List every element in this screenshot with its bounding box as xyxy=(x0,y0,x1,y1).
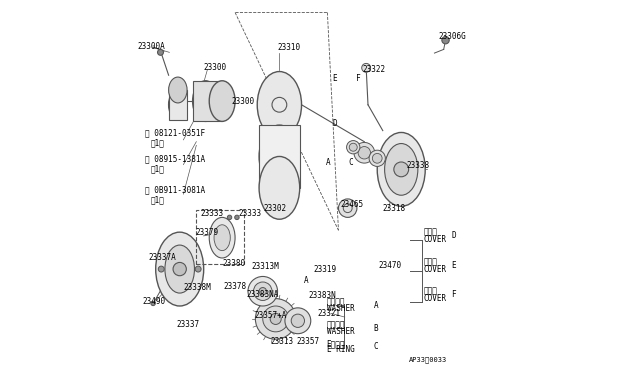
Text: ワッシャ: ワッシャ xyxy=(326,321,345,330)
Text: 23310: 23310 xyxy=(278,43,301,52)
Circle shape xyxy=(263,306,289,332)
Text: 23379: 23379 xyxy=(195,228,218,237)
Text: C: C xyxy=(374,342,378,351)
Ellipse shape xyxy=(165,245,195,293)
Text: 23302: 23302 xyxy=(264,203,287,213)
Text: 23319: 23319 xyxy=(314,265,337,274)
Text: 23338M: 23338M xyxy=(184,283,211,292)
Bar xyxy=(193,81,222,121)
Text: AP33を0033: AP33を0033 xyxy=(409,356,447,363)
Circle shape xyxy=(362,63,371,72)
Text: 23357+A: 23357+A xyxy=(254,311,286,320)
Text: Ⓑ 08121-0351F: Ⓑ 08121-0351F xyxy=(145,128,205,137)
Bar xyxy=(196,210,244,263)
Text: WASHER: WASHER xyxy=(326,304,355,313)
Ellipse shape xyxy=(377,132,425,206)
Text: D: D xyxy=(333,119,337,128)
Text: E    F: E F xyxy=(333,74,361,83)
Ellipse shape xyxy=(193,81,218,121)
Text: E RING: E RING xyxy=(326,346,355,355)
Text: Ⓝ 0B911-3081A: Ⓝ 0B911-3081A xyxy=(145,185,205,194)
Circle shape xyxy=(235,215,239,219)
Text: E: E xyxy=(451,261,456,270)
Text: （1）: （1） xyxy=(150,164,164,173)
Text: 23321: 23321 xyxy=(317,309,340,318)
Ellipse shape xyxy=(259,125,300,188)
Circle shape xyxy=(339,199,357,217)
Text: A: A xyxy=(303,276,308,285)
Circle shape xyxy=(255,299,296,339)
Text: 23338: 23338 xyxy=(407,161,430,170)
Circle shape xyxy=(253,282,272,301)
Circle shape xyxy=(151,301,156,306)
Circle shape xyxy=(259,288,266,295)
Ellipse shape xyxy=(214,225,230,251)
Text: 23357: 23357 xyxy=(296,337,319,346)
Circle shape xyxy=(173,262,186,276)
Bar xyxy=(259,125,300,188)
Circle shape xyxy=(442,36,449,44)
Circle shape xyxy=(195,266,201,272)
Text: 23465: 23465 xyxy=(340,200,364,209)
Circle shape xyxy=(285,308,311,334)
Text: 23322: 23322 xyxy=(362,65,385,74)
Text: 23383N: 23383N xyxy=(308,291,336,300)
Ellipse shape xyxy=(168,90,187,119)
Bar xyxy=(168,90,187,119)
Circle shape xyxy=(358,147,371,159)
Text: （1）: （1） xyxy=(150,195,164,204)
Text: WASHER: WASHER xyxy=(326,327,355,336)
Ellipse shape xyxy=(156,232,204,306)
Text: 23333: 23333 xyxy=(200,209,223,218)
Text: 23313M: 23313M xyxy=(252,262,280,270)
Text: B: B xyxy=(374,324,378,333)
Circle shape xyxy=(291,314,305,327)
Text: 23306G: 23306G xyxy=(438,32,466,41)
Text: D: D xyxy=(451,231,456,240)
Circle shape xyxy=(372,153,382,163)
Text: A    C: A C xyxy=(326,157,353,167)
Text: 23318: 23318 xyxy=(383,203,406,213)
Text: 23337: 23337 xyxy=(176,320,199,329)
Text: 23333: 23333 xyxy=(239,209,262,218)
Text: 23300: 23300 xyxy=(232,97,255,106)
Circle shape xyxy=(347,141,360,154)
Circle shape xyxy=(227,215,232,219)
Text: カバー: カバー xyxy=(424,257,437,266)
Ellipse shape xyxy=(257,71,301,138)
Text: COVER: COVER xyxy=(424,294,447,303)
Text: カバー: カバー xyxy=(424,228,437,237)
Ellipse shape xyxy=(168,77,187,103)
Circle shape xyxy=(158,266,164,272)
Text: 23490: 23490 xyxy=(143,297,166,306)
Circle shape xyxy=(369,150,385,166)
Ellipse shape xyxy=(385,144,418,195)
Text: 23300A: 23300A xyxy=(137,42,165,51)
Text: 23300: 23300 xyxy=(204,63,227,72)
Text: 23313: 23313 xyxy=(270,337,293,346)
Text: F: F xyxy=(451,291,456,299)
Text: A: A xyxy=(374,301,378,310)
Ellipse shape xyxy=(209,81,235,121)
Circle shape xyxy=(157,49,163,55)
Text: 23383NA: 23383NA xyxy=(246,291,278,299)
Ellipse shape xyxy=(209,217,235,258)
Text: 23380: 23380 xyxy=(222,259,245,268)
Circle shape xyxy=(349,143,357,151)
Text: ワッシャ: ワッシャ xyxy=(326,298,345,307)
Text: （1）: （1） xyxy=(150,138,164,147)
Text: 23378: 23378 xyxy=(223,282,246,291)
Circle shape xyxy=(394,162,408,177)
Circle shape xyxy=(248,276,278,306)
Circle shape xyxy=(354,142,374,163)
Text: カバー: カバー xyxy=(424,287,437,296)
Text: 23337A: 23337A xyxy=(148,253,176,263)
Text: COVER: COVER xyxy=(424,264,447,273)
Text: COVER: COVER xyxy=(424,235,447,244)
Text: Ⓥ 08915-1381A: Ⓥ 08915-1381A xyxy=(145,154,205,164)
Circle shape xyxy=(270,313,281,324)
Text: 23470: 23470 xyxy=(378,261,401,270)
Ellipse shape xyxy=(259,157,300,219)
Text: Eリング: Eリング xyxy=(326,339,345,348)
